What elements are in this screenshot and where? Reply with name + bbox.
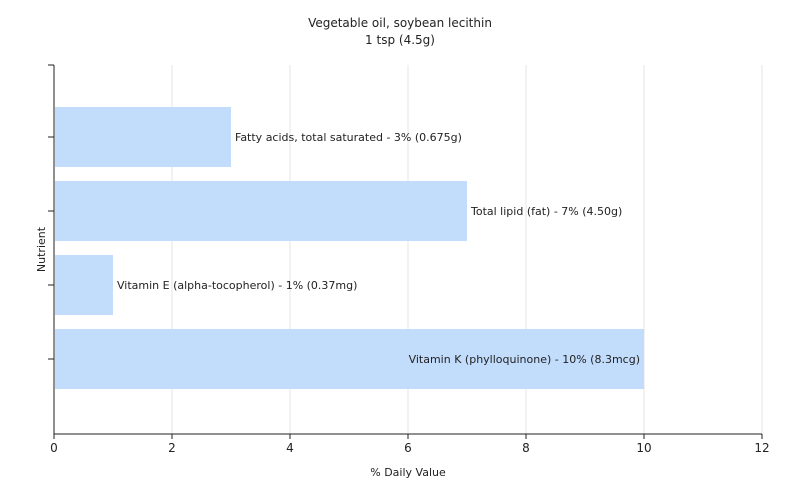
bar	[55, 255, 113, 315]
x-tick-label: 4	[286, 441, 294, 455]
y-axis-label: Nutrient	[35, 226, 48, 272]
x-axis-label: % Daily Value	[370, 466, 446, 479]
bar-label: Total lipid (fat) - 7% (4.50g)	[470, 205, 622, 218]
x-tick-label: 6	[404, 441, 412, 455]
x-tick-label: 10	[636, 441, 651, 455]
bar-label: Fatty acids, total saturated - 3% (0.675…	[235, 131, 462, 144]
chart-subtitle: 1 tsp (4.5g)	[365, 33, 435, 47]
bar	[55, 181, 467, 241]
chart-title: Vegetable oil, soybean lecithin	[308, 16, 492, 30]
x-tick-label: 8	[522, 441, 530, 455]
bar	[55, 329, 644, 389]
x-tick-label: 0	[50, 441, 58, 455]
bar	[55, 107, 231, 167]
bar-label: Vitamin E (alpha-tocopherol) - 1% (0.37m…	[117, 279, 357, 292]
x-tick-label: 12	[754, 441, 769, 455]
x-tick-label: 2	[168, 441, 176, 455]
bar-label: Vitamin K (phylloquinone) - 10% (8.3mcg)	[409, 353, 640, 366]
